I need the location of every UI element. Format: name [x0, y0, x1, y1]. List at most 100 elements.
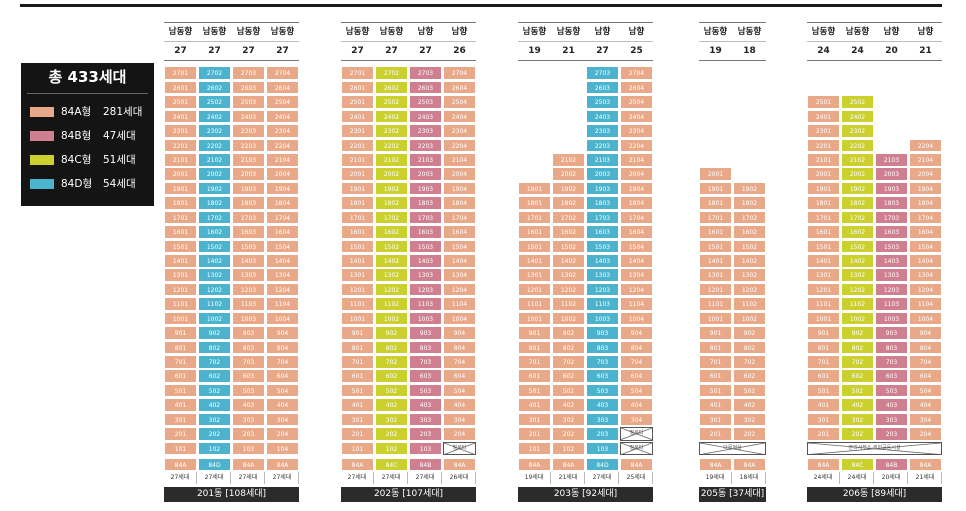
unit-cell: 702 — [841, 354, 874, 369]
unit-cell: 1104 — [443, 297, 476, 311]
piloti-label: 다목적실 — [723, 444, 742, 451]
unit-cell: 1401 — [518, 253, 551, 268]
unit-cell: 2301 — [164, 124, 197, 138]
piloti-label: 필로티 — [629, 444, 644, 451]
unit-cell: 2104 — [266, 152, 299, 167]
unit-cell: 601 — [164, 369, 197, 383]
unit-cell: 1101 — [807, 297, 840, 311]
unit-cell: 1504 — [909, 239, 942, 254]
unit-cell: 1804 — [620, 196, 653, 210]
unit-cell: 1204 — [620, 282, 653, 297]
unit-cell: 802 — [841, 340, 874, 355]
unit-cell: 1002 — [841, 311, 874, 326]
unit-cell: 2603 — [409, 80, 442, 95]
line-household-count: 27세대 — [341, 472, 374, 484]
unit-cell: 1702 — [841, 210, 874, 225]
unit-cell: 1904 — [443, 181, 476, 196]
unit-cell: 1403 — [409, 253, 442, 268]
unit-cell: 1402 — [841, 253, 874, 268]
unit-cell: 1003 — [586, 311, 619, 326]
unit-cell: 2102 — [375, 152, 408, 167]
unit-cell: 1302 — [733, 268, 766, 282]
unit-cell: 702 — [198, 354, 231, 369]
unit-cell: 304 — [620, 412, 653, 427]
unit-cell: 503 — [875, 383, 908, 398]
unit-cell: 1603 — [875, 225, 908, 239]
unit-cell: 601 — [699, 369, 732, 383]
unit-cell: 802 — [375, 340, 408, 355]
unit-cell: 2203 — [586, 138, 619, 153]
unit-cell: 1301 — [164, 268, 197, 282]
unit-cell: 502 — [841, 383, 874, 398]
unit-cell: 1202 — [375, 282, 408, 297]
unit-cell: 2602 — [375, 80, 408, 95]
unit-cell: 1703 — [586, 210, 619, 225]
unit-cell: 601 — [518, 369, 551, 383]
unit-cell: 1401 — [807, 253, 840, 268]
unit-cell: 2101 — [807, 152, 840, 167]
unit-cell: 2202 — [198, 138, 231, 153]
unit-cell: 1501 — [518, 239, 551, 254]
unit-cell: 504 — [909, 383, 942, 398]
unit-type-cell: 84C — [375, 458, 408, 471]
unit-cell: 2402 — [841, 109, 874, 124]
direction-cell: 남향 — [917, 27, 934, 37]
unit-cell: 903 — [875, 326, 908, 340]
direction-cell: 남동향 — [202, 27, 227, 37]
unit-cell: 702 — [552, 354, 585, 369]
unit-cell: 803 — [875, 340, 908, 355]
unit-cell: 301 — [518, 412, 551, 427]
unit-cell: 2303 — [586, 124, 619, 138]
unit-cell: 504 — [443, 383, 476, 398]
unit-cell: 1202 — [841, 282, 874, 297]
unit-cell: 2102 — [841, 152, 874, 167]
unit-cell: 2101 — [341, 152, 374, 167]
unit-cell: 2201 — [341, 138, 374, 153]
unit-cell: 2301 — [807, 124, 840, 138]
unit-cell: 2604 — [620, 80, 653, 95]
unit-cell: 302 — [198, 412, 231, 427]
unit-cell: 701 — [699, 354, 732, 369]
legend-type: 84C형 — [61, 154, 92, 166]
line-household-count: 27세대 — [586, 472, 619, 484]
unit-cell: 2204 — [266, 138, 299, 153]
unit-cell: 204 — [443, 427, 476, 441]
legend-type: 84A형 — [61, 106, 92, 118]
unit-cell: 201 — [518, 427, 551, 441]
unit-cell: 501 — [518, 383, 551, 398]
unit-cell: 2501 — [807, 95, 840, 109]
unit-type-cell: 84A — [232, 458, 265, 471]
unit-cell: 1303 — [586, 268, 619, 282]
unit-type-cell: 84A — [266, 458, 299, 471]
unit-cell: 203 — [586, 427, 619, 441]
unit-cell: 1301 — [807, 268, 840, 282]
direction-cell: 남동향 — [845, 27, 870, 37]
unit-cell: 2204 — [909, 138, 942, 153]
unit-cell: 2404 — [443, 109, 476, 124]
building-header: 남동향 27 남동향 27 남동향 27 남동향 27 — [164, 22, 299, 61]
unit-cell: 1201 — [341, 282, 374, 297]
unit-cell: 2203 — [232, 138, 265, 153]
household-count-cell: 19 — [528, 46, 541, 56]
unit-cell: 2204 — [620, 138, 653, 153]
line-household-count: 27세대 — [164, 472, 197, 484]
unit-cell: 2503 — [586, 95, 619, 109]
unit-cell: 1003 — [232, 311, 265, 326]
unit-cell: 1903 — [409, 181, 442, 196]
unit-cell: 802 — [198, 340, 231, 355]
cross-icon — [444, 442, 475, 455]
unit-cell: 202 — [733, 427, 766, 441]
unit-cell: 1404 — [909, 253, 942, 268]
unit-type-cell: 84A — [443, 458, 476, 471]
unit-cell: 1704 — [909, 210, 942, 225]
unit-type-cell: 84A — [620, 458, 653, 471]
unit-cell: 502 — [733, 383, 766, 398]
unit-cell: 904 — [443, 326, 476, 340]
unit-cell: 1802 — [198, 196, 231, 210]
unit-cell: 1803 — [586, 196, 619, 210]
unit-cell: 2003 — [875, 167, 908, 181]
building-header: 남동향 24 남동향 24 남향 20 남향 21 — [807, 22, 942, 61]
unit-cell: 101 — [341, 441, 374, 456]
unit-cell: 1302 — [552, 268, 585, 282]
unit-cell: 502 — [552, 383, 585, 398]
